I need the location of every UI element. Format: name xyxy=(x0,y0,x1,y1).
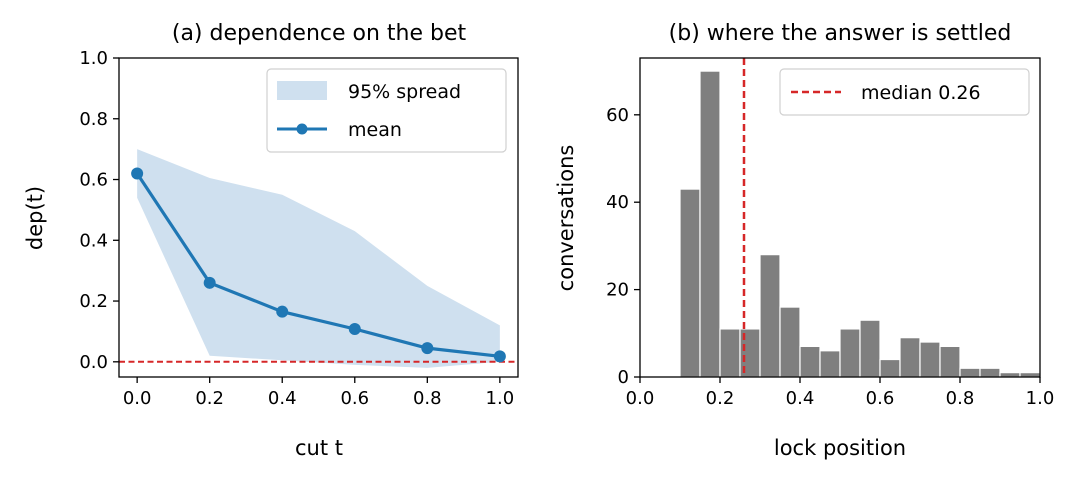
panel-b-title: (b) where the answer is settled xyxy=(669,21,1012,46)
histogram-bar xyxy=(779,306,801,378)
legend-median-label: median 0.26 xyxy=(861,82,981,104)
x-tick-label: 0.6 xyxy=(340,388,369,409)
panel-b-ylabel: conversations xyxy=(554,145,578,292)
mean-point xyxy=(203,276,216,289)
y-tick-label: 40 xyxy=(606,192,629,213)
legend-mean-label: mean xyxy=(348,119,402,141)
panel-a: (a) dependence on the bet 0.0 0.2 0.4 0.6 0.… xyxy=(23,21,519,460)
panel-b-legend-box xyxy=(779,68,1030,116)
x-tick-label: 0.2 xyxy=(706,388,735,409)
histogram-bar xyxy=(759,254,781,378)
histogram-bar xyxy=(1019,372,1041,378)
panel-a-xlabel: cut t xyxy=(295,436,343,460)
panel-a-axes-frame xyxy=(118,57,519,378)
legend-mean-marker xyxy=(296,123,308,135)
y-tick-label: 0 xyxy=(618,367,629,388)
x-tick-label: 0.8 xyxy=(946,388,975,409)
x-tick-label: 0.4 xyxy=(786,388,815,409)
histogram-bar xyxy=(719,328,741,378)
histogram-bar xyxy=(859,319,881,378)
histogram-bar xyxy=(899,337,921,378)
histogram-bar xyxy=(879,358,901,378)
mean-point xyxy=(348,322,361,335)
panel-b: (b) where the answer is settled 0.0 0.2 0.… xyxy=(554,21,1054,460)
histogram-bar xyxy=(919,341,941,378)
x-tick-label: 0.6 xyxy=(866,388,895,409)
x-tick-label: 0.0 xyxy=(626,388,655,409)
y-tick-label: 0.4 xyxy=(79,230,108,251)
histogram-bar xyxy=(819,350,841,378)
x-tick-label: 0.4 xyxy=(268,388,297,409)
y-tick-label: 20 xyxy=(606,280,629,301)
panel-a-ylabel: dep(t) xyxy=(23,186,47,250)
y-tick-label: 0.2 xyxy=(79,291,108,312)
panel-b-xlabel: lock position xyxy=(774,436,906,460)
mean-point xyxy=(131,167,144,180)
y-tick-label: 0.0 xyxy=(79,352,108,373)
x-tick-label: 1.0 xyxy=(1026,388,1055,409)
mean-point xyxy=(493,350,506,363)
histogram-bar xyxy=(799,345,821,378)
legend-band-label: 95% spread xyxy=(348,81,461,103)
y-tick-label: 1.0 xyxy=(79,48,108,69)
panel-b-axes-frame xyxy=(639,57,1041,378)
y-tick-label: 0.8 xyxy=(79,109,108,130)
mean-line xyxy=(135,172,501,358)
spread-band xyxy=(137,149,500,368)
y-tick-label: 0.6 xyxy=(79,170,108,191)
x-tick-label: 0.8 xyxy=(413,388,442,409)
legend-band-swatch xyxy=(277,81,327,100)
histogram-bar xyxy=(939,345,961,378)
y-tick-label: 60 xyxy=(606,105,629,126)
histogram-bar xyxy=(959,367,981,378)
x-tick-label: 0.0 xyxy=(123,388,152,409)
mean-point xyxy=(421,342,434,355)
panel-a-legend: 95% spread mean xyxy=(266,68,507,153)
mean-point xyxy=(276,305,289,318)
histogram-bar xyxy=(839,328,861,378)
histogram-bar xyxy=(999,372,1021,378)
histogram-bar xyxy=(979,367,1001,378)
x-tick-label: 1.0 xyxy=(486,388,515,409)
histogram-bar xyxy=(699,70,721,378)
x-tick-label: 0.2 xyxy=(195,388,224,409)
histogram-bar xyxy=(679,188,701,378)
panel-a-title: (a) dependence on the bet xyxy=(172,21,467,46)
panel-b-legend: median 0.26 xyxy=(779,68,1030,116)
